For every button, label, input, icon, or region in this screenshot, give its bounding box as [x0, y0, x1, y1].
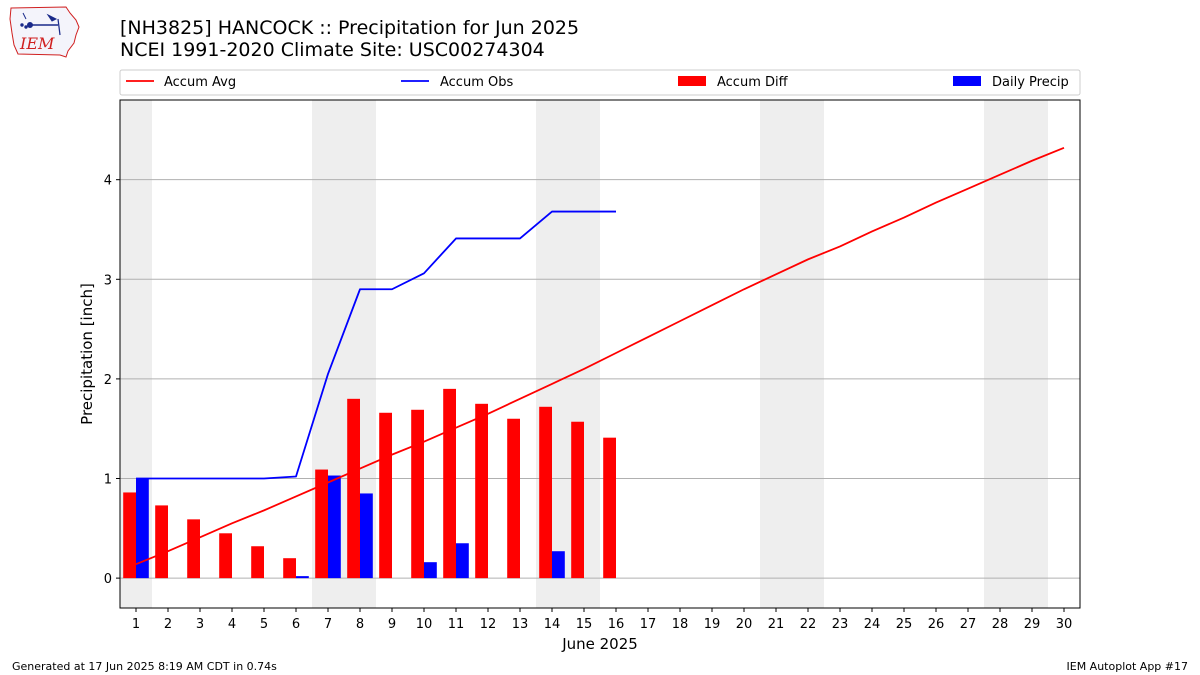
x-tick-label-24: 24 — [864, 617, 881, 632]
legend-swatch-daily-precip — [953, 76, 981, 86]
bar-daily-precip-day-14 — [552, 551, 565, 579]
x-tick-label-1: 1 — [132, 617, 140, 632]
x-tick-label-14: 14 — [544, 617, 561, 632]
footer-generated: Generated at 17 Jun 2025 8:19 AM CDT in … — [12, 660, 277, 673]
bar-accum-diff-day-13 — [507, 418, 520, 579]
x-tick-label-9: 9 — [388, 617, 396, 632]
bar-accum-diff-day-16 — [603, 437, 616, 579]
y-tick-label-4: 4 — [104, 174, 112, 189]
x-tick-label-21: 21 — [768, 617, 785, 632]
y-tick-label-2: 2 — [104, 373, 112, 388]
x-tick-label-22: 22 — [800, 617, 817, 632]
legend-box — [119, 69, 1081, 96]
bar-daily-precip-day-11 — [456, 543, 469, 579]
bar-accum-diff-day-9 — [379, 412, 392, 579]
plot-frame — [119, 99, 1081, 609]
bar-daily-precip-day-1 — [136, 478, 149, 579]
legend-label-accum-diff: Accum Diff — [717, 75, 789, 90]
legend-item-accum-diff: Accum Diff — [678, 75, 789, 90]
x-tick-label-12: 12 — [480, 617, 497, 632]
x-tick-label-10: 10 — [416, 617, 433, 632]
legend-swatch-accum-diff — [678, 76, 706, 86]
x-tick-label-15: 15 — [576, 617, 593, 632]
bar-daily-precip-day-6 — [296, 576, 309, 579]
legend-item-daily-precip: Daily Precip — [953, 75, 1069, 90]
logo-text: IEM — [19, 34, 55, 53]
bar-accum-diff-day-15 — [571, 421, 584, 579]
bar-accum-diff-day-11 — [443, 388, 456, 579]
y-tick-label-3: 3 — [104, 273, 112, 288]
x-tick-label-19: 19 — [704, 617, 721, 632]
x-tick-label-18: 18 — [672, 617, 689, 632]
x-tick-label-13: 13 — [512, 617, 529, 632]
x-tick-label-2: 2 — [164, 617, 172, 632]
iowa-outline-icon — [9, 6, 80, 58]
x-tick-label-3: 3 — [196, 617, 204, 632]
bar-accum-diff-day-10 — [411, 409, 424, 579]
bar-accum-diff-day-12 — [475, 403, 488, 579]
x-tick-label-25: 25 — [896, 617, 913, 632]
bar-accum-diff-day-2 — [155, 505, 168, 579]
bars — [123, 388, 616, 579]
iem-logo: IEM — [9, 6, 80, 58]
bar-accum-diff-day-14 — [539, 406, 552, 579]
bar-accum-diff-day-4 — [219, 533, 232, 579]
chart-title: [NH3825] HANCOCK :: Precipitation for Ju… — [120, 17, 580, 39]
legend-label-accum-avg: Accum Avg — [164, 75, 236, 90]
weather-instrument-icon — [20, 12, 61, 36]
legend-item-accum-avg: Accum Avg — [126, 75, 236, 90]
legend-label-daily-precip: Daily Precip — [992, 75, 1069, 90]
x-tick-label-27: 27 — [960, 617, 977, 632]
x-tick-label-26: 26 — [928, 617, 945, 632]
bar-accum-diff-day-3 — [187, 519, 200, 579]
legend: Accum Avg Accum Obs Accum Diff Daily Pre… — [119, 69, 1081, 96]
legend-item-accum-obs: Accum Obs — [401, 75, 513, 90]
lines — [135, 146, 1065, 566]
bar-daily-precip-day-8 — [360, 493, 373, 579]
x-tick-label-17: 17 — [640, 617, 657, 632]
x-tick-label-6: 6 — [292, 617, 300, 632]
x-tick-label-23: 23 — [832, 617, 849, 632]
x-tick-label-4: 4 — [228, 617, 236, 632]
bar-daily-precip-day-10 — [424, 562, 437, 579]
x-tick-label-30: 30 — [1056, 617, 1073, 632]
chart-subtitle: NCEI 1991-2020 Climate Site: USC00274304 — [120, 39, 545, 61]
bar-accum-diff-day-5 — [251, 546, 264, 579]
x-tick-label-5: 5 — [260, 617, 268, 632]
x-axis-label: June 2025 — [561, 635, 638, 653]
legend-label-accum-obs: Accum Obs — [440, 75, 513, 90]
y-tick-label-1: 1 — [104, 473, 112, 488]
weekend-shade-day-22 — [792, 100, 824, 608]
weekend-shade-day-21 — [760, 100, 792, 608]
x-tick-label-20: 20 — [736, 617, 753, 632]
y-tick-label-0: 0 — [104, 572, 112, 587]
x-tick-label-7: 7 — [324, 617, 332, 632]
bar-accum-diff-day-7 — [315, 469, 328, 579]
x-axis: 1 2 3 4 5 6 7 8 9 10 11 12 13 14 15 16 17 18 19 20 21 22 23 24 2… — [132, 608, 1072, 632]
line-accum-avg — [135, 146, 1065, 566]
bar-daily-precip-day-7 — [328, 475, 341, 579]
y-axis-label: Precipitation [inch] — [78, 283, 96, 425]
x-tick-label-11: 11 — [448, 617, 465, 632]
weekend-shade-day-28 — [984, 100, 1016, 608]
bar-accum-diff-day-8 — [347, 398, 360, 579]
line-accum-obs — [136, 210, 616, 480]
weekend-shade-day-29 — [1016, 100, 1048, 608]
x-tick-label-8: 8 — [356, 617, 364, 632]
footer-app: IEM Autoplot App #17 — [1066, 660, 1189, 673]
y-axis: 0 1 2 3 4 — [104, 174, 120, 587]
bar-accum-diff-day-6 — [283, 558, 296, 579]
y-gridlines — [120, 179, 1080, 579]
x-tick-label-29: 29 — [1024, 617, 1041, 632]
bar-accum-diff-day-1 — [123, 492, 136, 579]
x-tick-label-16: 16 — [608, 617, 625, 632]
x-tick-label-28: 28 — [992, 617, 1009, 632]
